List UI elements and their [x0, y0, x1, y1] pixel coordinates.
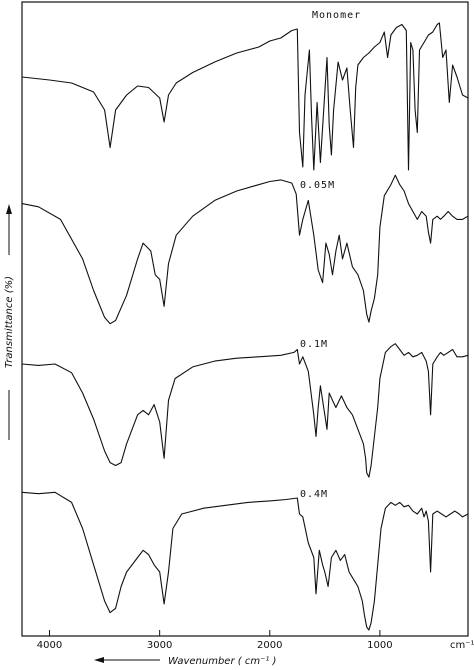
- x-tick-label: 3000: [147, 640, 172, 651]
- series-lines: [21, 22, 469, 631]
- spectrum-line-2: [21, 174, 469, 325]
- x-axis-title-group: Wavenumber ( cm⁻¹ ): [94, 656, 276, 667]
- series-label-1: Monomer: [312, 10, 361, 21]
- series-label-2: 0.05M: [300, 180, 335, 191]
- x-axis: 4000 3000 2000 1000: [37, 630, 393, 651]
- y-axis-arrow-head: [6, 204, 12, 214]
- x-axis-arrow-head: [94, 657, 104, 663]
- plot-frame: [21, 1, 469, 637]
- x-tick-label: 2000: [257, 640, 282, 651]
- spectrum-line-1: [21, 22, 469, 171]
- y-axis-title: Transmittance (%): [4, 276, 15, 368]
- y-axis-title-group: Transmittance (%): [4, 204, 15, 440]
- series-label-3: 0.1M: [300, 339, 328, 350]
- spectrum-line-4: [21, 491, 469, 631]
- x-axis-title: Wavenumber ( cm⁻¹ ): [168, 656, 276, 667]
- series-label-4: 0.4M: [300, 489, 328, 500]
- series-labels: Monomer 0.05M 0.1M 0.4M: [300, 10, 361, 500]
- x-tick-label: 1000: [367, 640, 392, 651]
- x-tick-label: 4000: [37, 640, 62, 651]
- x-axis-unit-label: cm⁻¹: [450, 640, 474, 651]
- spectrum-line-3: [21, 343, 469, 478]
